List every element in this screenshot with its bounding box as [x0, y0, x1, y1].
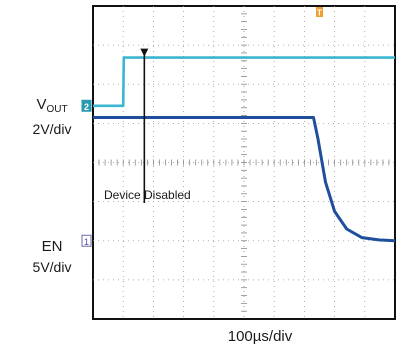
device-disabled-annotation: Device Disabled — [104, 188, 191, 202]
trigger-marker: T — [316, 7, 323, 18]
trigger-marker-label: T — [317, 9, 322, 18]
channel-2-ground-marker: 2 — [81, 99, 92, 112]
trigger-marker-box — [316, 7, 323, 17]
channel-1-ground-marker: 1 — [81, 234, 92, 247]
en-channel-label: EN — [41, 238, 63, 255]
ground-marker-box — [81, 99, 92, 112]
traces — [93, 56, 396, 243]
en-scale-label: 5V/div — [32, 259, 72, 275]
channel-markers: 1 2 T — [81, 7, 323, 247]
vout-channel-label: VOUT — [36, 96, 68, 115]
annotation-arrow-head — [140, 48, 149, 57]
ground-marker-box — [81, 234, 92, 247]
trace-en — [93, 56, 395, 108]
ground-marker-label: 1 — [84, 237, 89, 247]
trace-vout — [93, 116, 396, 243]
vout-scale-label: 2V/div — [32, 121, 72, 137]
time-scale-label: 100µs/div — [227, 328, 293, 345]
ground-marker-label: 2 — [84, 102, 89, 112]
graticule — [92, 5, 396, 320]
